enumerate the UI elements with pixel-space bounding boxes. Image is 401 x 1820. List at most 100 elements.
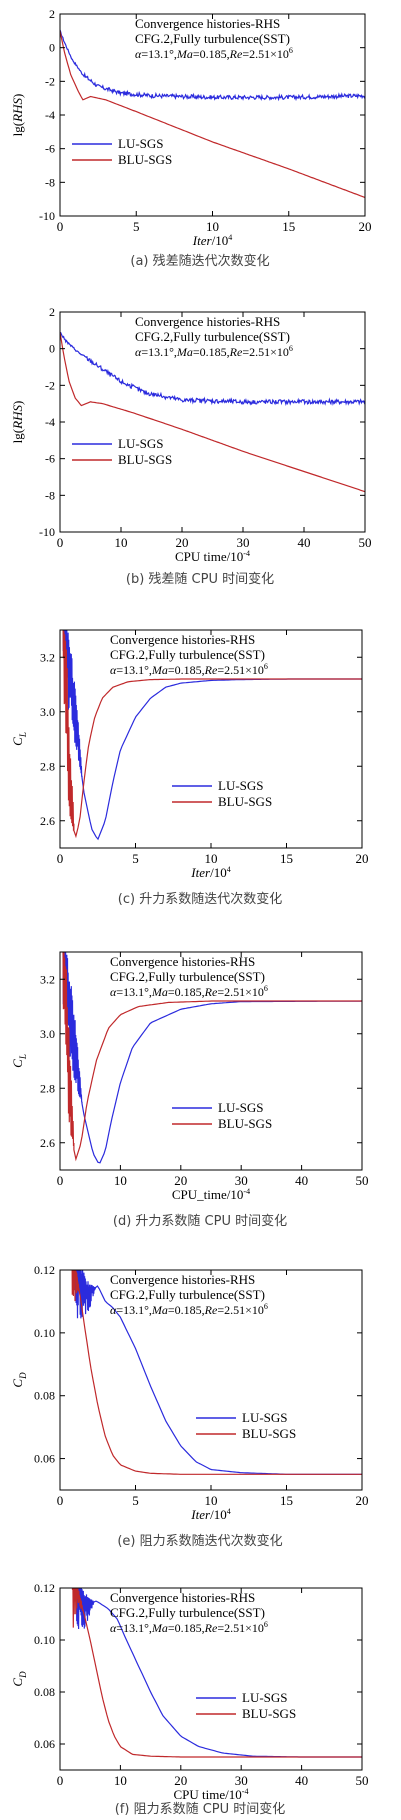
- symbol-reynolds: Re: [204, 1303, 218, 1317]
- y-axis-label: lg(RHS): [10, 401, 25, 444]
- y-label-suffix: ): [10, 401, 25, 405]
- y-tick-label: 2.6: [40, 814, 55, 828]
- chart-panel-c: 0 5 10 15 20 3.2 3.0 2.8 2.6 Convergence historie…: [10, 629, 369, 907]
- y-tick-label: 0.08: [34, 1389, 55, 1403]
- figure-caption-c: (c) 升力系数随迭代次数变化: [118, 891, 282, 907]
- x-tick-label: 50: [356, 1173, 369, 1188]
- y-tick-label: 0.08: [34, 1685, 55, 1699]
- annotation-title: Convergence histories-RHS: [110, 1272, 255, 1287]
- symbol-mach: Ma: [176, 345, 193, 359]
- y-label-subscript: D: [18, 1671, 28, 1679]
- symbol-alpha: α: [135, 345, 142, 359]
- x-label-unit: /10: [212, 233, 229, 248]
- x-tick-label: 5: [133, 219, 140, 234]
- y-label-symbol: C: [10, 1059, 25, 1068]
- x-tick-label: 10: [115, 535, 128, 550]
- symbol-alpha: α: [110, 1621, 117, 1635]
- y-label-symbol: C: [10, 737, 25, 746]
- y-tick-label: -2: [45, 74, 55, 88]
- x-label-name: CPU time: [175, 549, 227, 564]
- symbol-mach: Ma: [176, 47, 193, 61]
- x-tick-label: 10: [114, 1173, 127, 1188]
- symbol-mach: Ma: [151, 663, 168, 677]
- x-label-unit: /10: [225, 1787, 242, 1802]
- text-part: =0.185,: [193, 47, 230, 61]
- legend-label-lu-sgs: LU-SGS: [242, 1410, 288, 1425]
- chart-panel-e: 0 5 10 15 20 0.12 0.10 0.08 0.06 Convergence hist…: [10, 1263, 369, 1549]
- x-tick-label: 15: [282, 219, 295, 234]
- annotation-title: Convergence histories-RHS: [110, 632, 255, 647]
- y-label-variable: RHS: [10, 405, 25, 430]
- y-tick-label: 2: [49, 7, 55, 21]
- y-label-symbol: C: [10, 1678, 25, 1687]
- legend-label-blu-sgs: BLU-SGS: [218, 1116, 272, 1131]
- exponent: 6: [264, 662, 268, 671]
- y-axis-label: CL: [10, 1054, 28, 1068]
- x-label-exponent: -4: [242, 1787, 249, 1796]
- x-axis-label: Iter/104: [190, 1507, 230, 1522]
- x-tick-label: 20: [359, 219, 372, 234]
- text-part: =0.185,: [168, 985, 205, 999]
- symbol-alpha: α: [110, 985, 117, 999]
- legend-label-lu-sgs: LU-SGS: [242, 1690, 288, 1705]
- series-line-lu-sgs: [60, 29, 365, 102]
- y-tick-label: 0.06: [34, 1452, 55, 1466]
- y-label-prefix: lg(: [10, 429, 25, 443]
- y-axis-label: CD: [10, 1372, 28, 1388]
- y-axis-label: CD: [10, 1671, 28, 1687]
- legend-label-blu-sgs: BLU-SGS: [118, 452, 172, 467]
- legend-label-lu-sgs: LU-SGS: [218, 1100, 264, 1115]
- x-tick-label: 0: [57, 1173, 64, 1188]
- x-tick-label: 40: [298, 535, 311, 550]
- text-part: =13.1°,: [116, 985, 152, 999]
- y-tick-label: 3.0: [40, 705, 55, 719]
- y-label-variable: RHS: [10, 98, 25, 123]
- x-tick-label: 10: [205, 1493, 218, 1508]
- text-part: =0.185,: [193, 345, 230, 359]
- y-tick-label: -8: [45, 175, 55, 189]
- x-tick-label: 20: [176, 535, 189, 550]
- y-tick-label: -2: [45, 378, 55, 392]
- x-tick-label: 0: [57, 1493, 64, 1508]
- y-label-subscript: L: [18, 732, 28, 738]
- exponent: 6: [264, 984, 268, 993]
- annotation-case: CFG.2,Fully turbulence(SST): [110, 969, 265, 984]
- exponent: 6: [264, 1620, 268, 1629]
- series-line-blu-sgs: [60, 30, 365, 199]
- annotation-title: Convergence histories-RHS: [135, 16, 280, 31]
- legend-label-lu-sgs: LU-SGS: [118, 436, 164, 451]
- y-tick-label: -10: [39, 525, 55, 539]
- text-part: =2.51×10: [217, 985, 264, 999]
- annotation-case: CFG.2,Fully turbulence(SST): [135, 329, 290, 344]
- symbol-alpha: α: [110, 1303, 117, 1317]
- y-tick-label: -6: [45, 452, 55, 466]
- text-part: =13.1°,: [141, 345, 177, 359]
- x-tick-label: 0: [57, 851, 64, 866]
- series-line-blu-sgs: [62, 630, 362, 839]
- x-label-unit: /10: [210, 865, 227, 880]
- x-axis-label: CPU_time/10-4: [172, 1187, 250, 1202]
- plot-frame: [59, 951, 363, 1171]
- annotation-case: CFG.2,Fully turbulence(SST): [110, 1287, 265, 1302]
- y-tick-label: 3.2: [40, 650, 55, 664]
- annotation-title: Convergence histories-RHS: [110, 1590, 255, 1605]
- x-label-exponent: 4: [228, 233, 232, 242]
- symbol-reynolds: Re: [204, 1621, 218, 1635]
- x-tick-label: 50: [359, 535, 372, 550]
- x-label-name: Iter: [190, 865, 211, 880]
- x-tick-label: 5: [132, 851, 139, 866]
- series-line-lu-sgs: [60, 331, 365, 407]
- y-tick-label: -4: [45, 415, 55, 429]
- symbol-alpha: α: [110, 663, 117, 677]
- text-part: =2.51×10: [217, 1303, 264, 1317]
- symbol-mach: Ma: [151, 985, 168, 999]
- x-tick-label: 50: [356, 1773, 369, 1788]
- y-tick-label: 0.12: [34, 1263, 55, 1277]
- x-label-exponent: 4: [227, 1507, 231, 1516]
- x-tick-label: 10: [206, 219, 219, 234]
- annotation-conditions: α=13.1°,Ma=0.185,Re=2.51×106: [110, 1302, 268, 1317]
- x-tick-label: 30: [235, 1773, 248, 1788]
- y-tick-label: 0.06: [34, 1737, 55, 1751]
- legend-label-lu-sgs: LU-SGS: [118, 136, 164, 151]
